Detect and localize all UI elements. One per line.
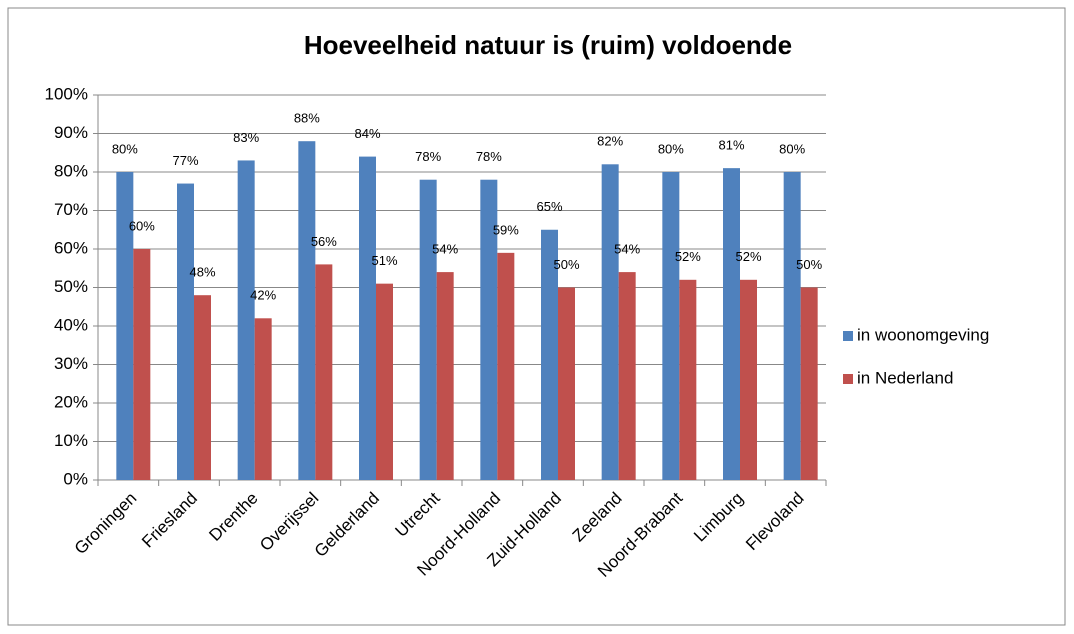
data-label: 80% (658, 141, 684, 156)
bar (618, 272, 636, 480)
bar (740, 279, 757, 480)
legend-swatch (843, 374, 853, 384)
bar (298, 141, 316, 480)
data-label: 81% (718, 138, 744, 153)
data-label: 48% (189, 265, 215, 280)
bar (662, 172, 680, 480)
bar (237, 160, 255, 480)
legend-label: in Nederland (857, 368, 953, 387)
data-label: 88% (294, 111, 320, 126)
data-label: 52% (735, 249, 761, 264)
data-label: 42% (250, 288, 276, 303)
bar (436, 272, 454, 480)
bar (376, 283, 393, 480)
data-label: 77% (172, 153, 198, 168)
bar (723, 168, 740, 480)
y-tick-label: 60% (54, 238, 88, 257)
data-label: 78% (415, 149, 441, 164)
bar (601, 164, 619, 481)
data-label: 80% (779, 141, 805, 156)
y-tick-label: 40% (54, 315, 88, 334)
data-label: 50% (796, 257, 822, 272)
data-label: 65% (536, 199, 562, 214)
data-label: 59% (493, 222, 519, 237)
legend-label: in woonomgeving (857, 325, 989, 344)
bar (254, 318, 272, 480)
bar (541, 229, 558, 480)
data-label: 60% (129, 218, 155, 233)
bar (116, 172, 134, 480)
data-label: 82% (597, 134, 623, 149)
bar (194, 295, 211, 480)
bar (558, 287, 575, 480)
data-label: 54% (614, 242, 640, 257)
y-tick-label: 90% (54, 123, 88, 142)
data-label: 83% (233, 130, 259, 145)
y-tick-label: 20% (54, 392, 88, 411)
data-label: 56% (311, 234, 337, 249)
bar (359, 156, 376, 480)
y-tick-label: 10% (54, 431, 88, 450)
data-label: 52% (675, 249, 701, 264)
chart-title: Hoeveelheid natuur is (ruim) voldoende (304, 30, 792, 60)
y-tick-label: 80% (54, 161, 88, 180)
data-label: 54% (432, 242, 458, 257)
data-label: 78% (476, 149, 502, 164)
y-tick-label: 70% (54, 200, 88, 219)
bar (497, 252, 515, 480)
y-tick-label: 100% (45, 84, 88, 103)
y-tick-label: 30% (54, 354, 88, 373)
y-tick-label: 50% (54, 277, 88, 296)
bar (480, 179, 498, 480)
bar (800, 287, 818, 480)
bar (419, 179, 437, 480)
bar (679, 279, 697, 480)
bar (783, 172, 801, 480)
bar (315, 264, 333, 480)
data-label: 80% (112, 141, 138, 156)
data-label: 84% (354, 126, 380, 141)
bar (177, 183, 194, 481)
legend-swatch (843, 331, 853, 341)
bar (133, 249, 151, 480)
data-label: 50% (553, 257, 579, 272)
y-tick-label: 0% (63, 469, 88, 488)
data-label: 51% (371, 253, 397, 268)
